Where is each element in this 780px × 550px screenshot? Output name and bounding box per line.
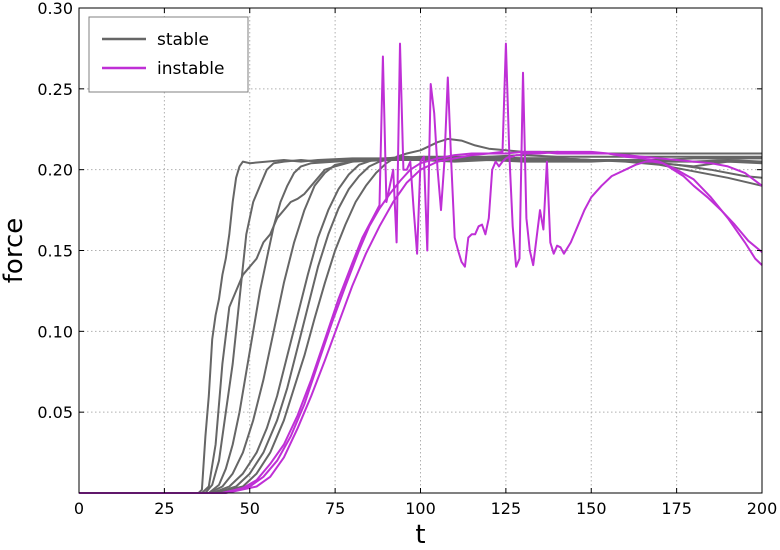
series-line-stable [79, 159, 763, 494]
x-tick-label: 175 [661, 499, 692, 518]
y-tick-label: 0.10 [37, 322, 73, 341]
y-tick-label: 0.15 [37, 242, 73, 261]
series-line-stable [79, 154, 762, 494]
x-axis-label: t [415, 520, 425, 550]
legend-label-stable: stable [157, 30, 209, 50]
x-tick-label: 125 [491, 499, 522, 518]
x-tick-label: 100 [405, 499, 436, 518]
x-tick-label: 0 [74, 499, 84, 518]
y-tick-label: 0.05 [37, 403, 73, 422]
series-line-instable [79, 42, 763, 494]
y-axis-label: force [0, 218, 29, 283]
y-tick-label: 0.25 [37, 80, 73, 99]
x-tick-label: 200 [747, 499, 778, 518]
y-tick-label: 0.30 [37, 0, 73, 18]
x-tick-label: 50 [240, 499, 260, 518]
x-tick-label: 25 [154, 499, 174, 518]
x-tick-label: 150 [576, 499, 607, 518]
legend: stable instable [88, 16, 249, 93]
series-line-stable [79, 157, 762, 494]
legend-label-instable: instable [157, 59, 224, 79]
y-tick-label: 0.20 [37, 161, 73, 180]
axis-ticks: 0 25 50 75 100 125 150 175 200 0.05 0.10 0.15 0.20 0.… [37, 0, 777, 518]
legend-box [88, 16, 249, 93]
series-lines [79, 42, 763, 494]
x-tick-label: 75 [325, 499, 345, 518]
series-line-instable [79, 150, 763, 494]
